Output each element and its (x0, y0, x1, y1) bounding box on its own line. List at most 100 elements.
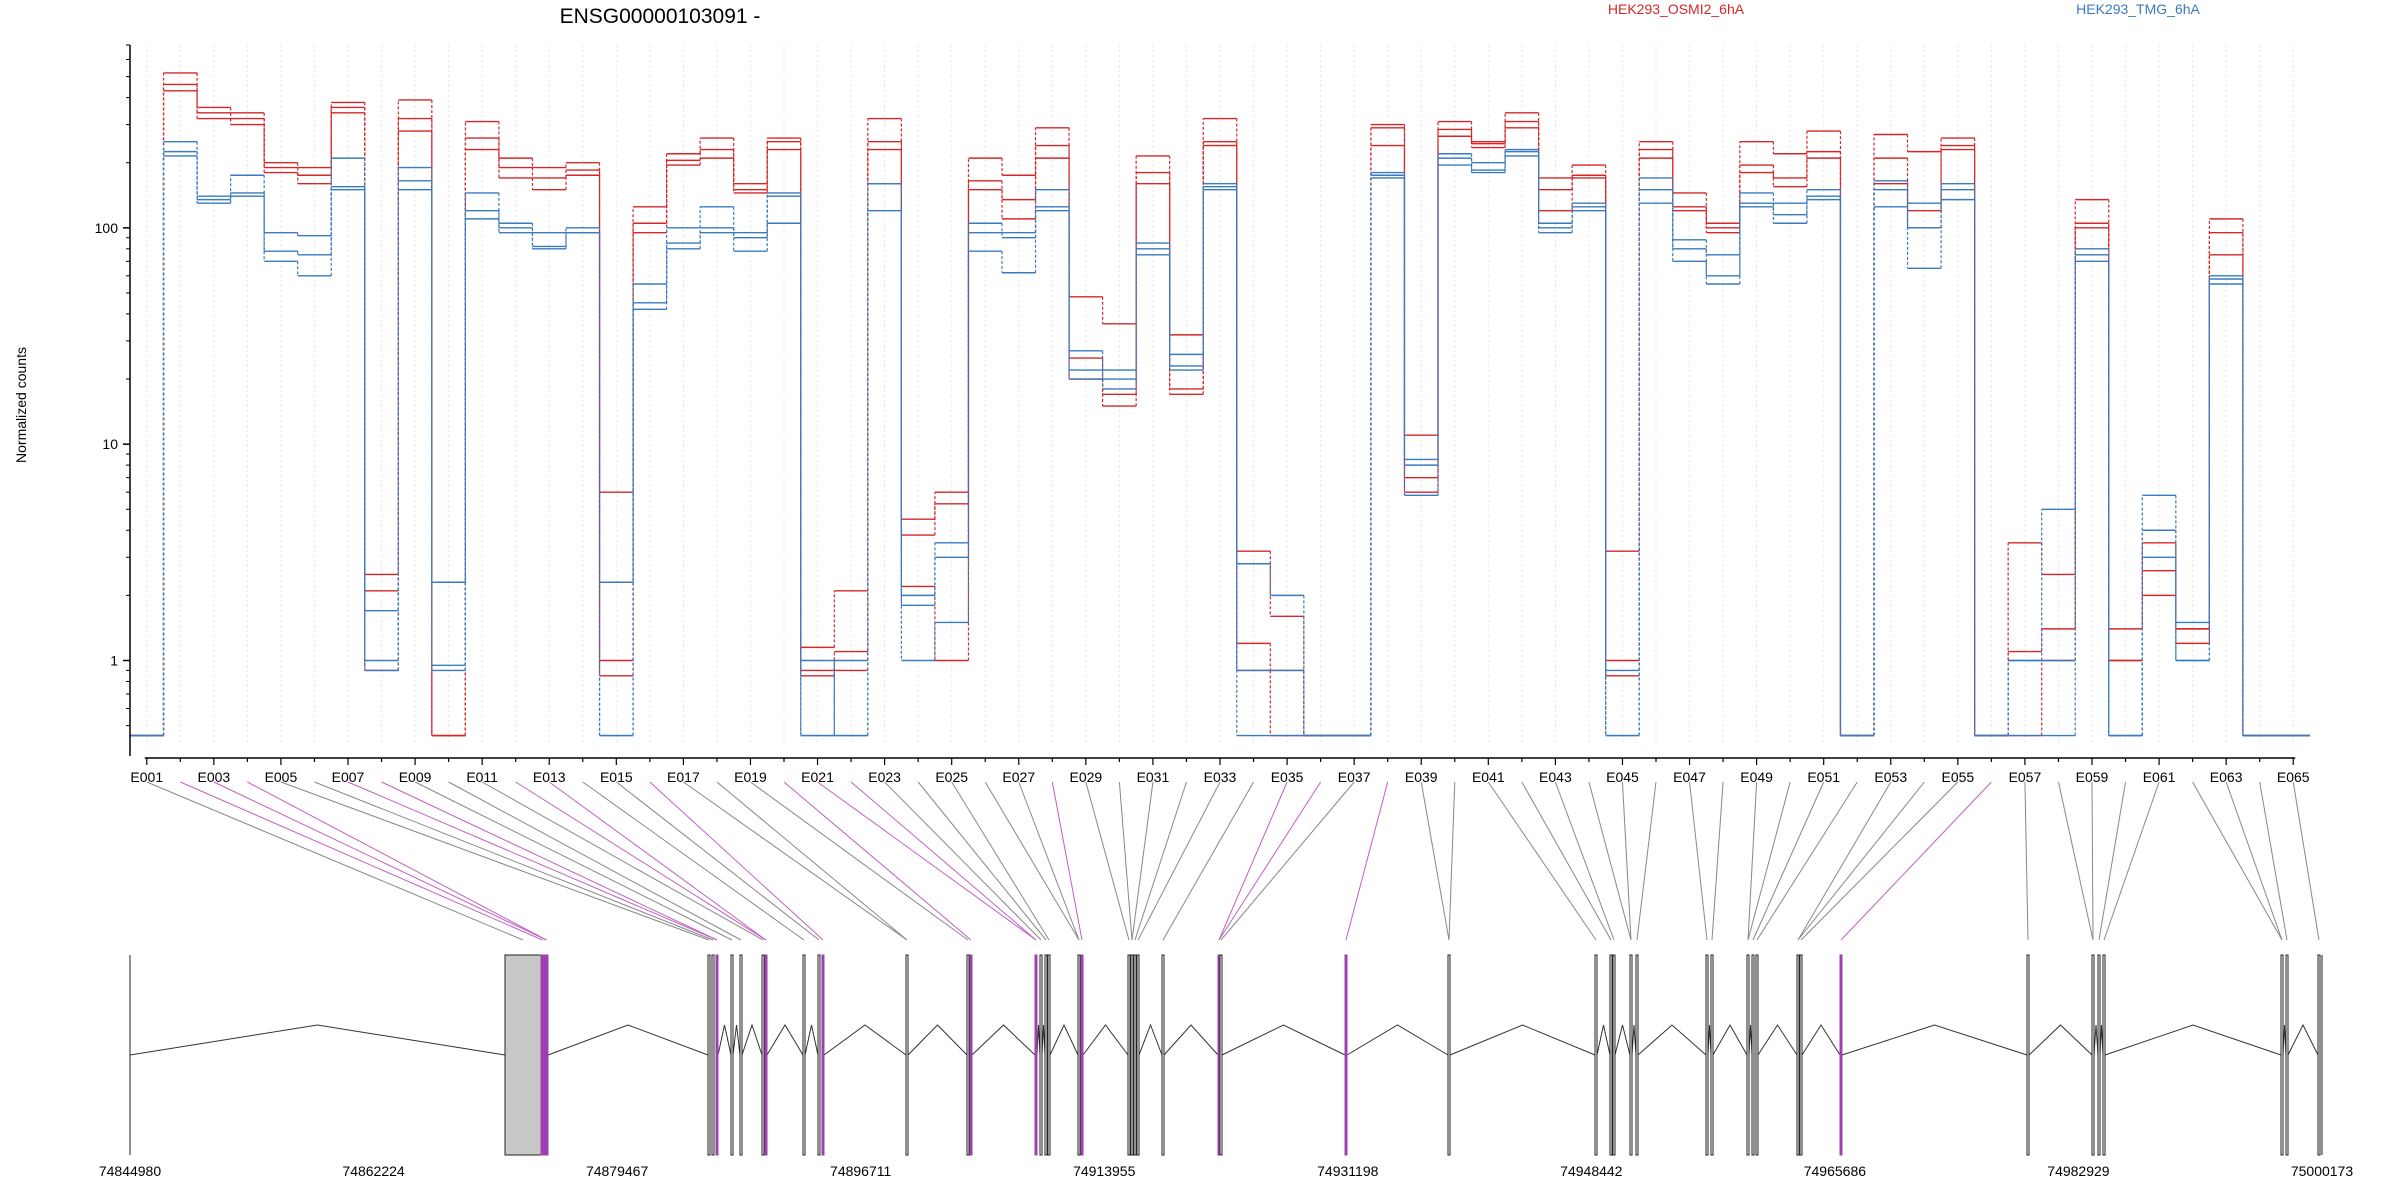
exon-box (1161, 954, 1165, 1156)
exon-connector (1487, 781, 1597, 941)
exon-box (802, 954, 806, 1156)
exon-connector (1131, 781, 1154, 941)
x-tick-label: E009 (399, 769, 432, 785)
exon-box (1629, 954, 1633, 1156)
exon-connector (582, 781, 805, 941)
x-tick-label: E045 (1606, 769, 1639, 785)
x-tick-label: E027 (1002, 769, 1035, 785)
intron-line (741, 1023, 763, 1056)
exon-box (1635, 954, 1639, 1156)
exon-box (2097, 954, 2101, 1156)
exon-connector (616, 781, 820, 941)
exon-connector (817, 781, 1037, 941)
exon-box (711, 954, 715, 1156)
series-lines (130, 72, 2310, 737)
exon-connector (1588, 781, 1632, 941)
x-tick-label: E021 (801, 769, 834, 785)
intron-line (1596, 1024, 1611, 1056)
intron-line (1801, 1024, 1841, 1056)
y-tick-label: 100 (95, 220, 119, 236)
x-tick-label: E057 (2009, 769, 2042, 785)
exon-connector (2057, 781, 2094, 941)
exon-box (1077, 954, 1081, 1156)
y-axis-label: Normalized counts (13, 347, 29, 463)
exon-connector (1420, 781, 1450, 941)
x-tick-label: E043 (1539, 769, 1572, 785)
exon-connector (1747, 781, 1791, 941)
exon-box (1839, 954, 1843, 1156)
exon-connector (1797, 781, 1925, 941)
exon-connector (2259, 781, 2288, 941)
exon-connector (180, 781, 543, 941)
legend-item-osmi2: HEK293_OSMI2_6hA (1608, 1, 1745, 17)
exon-connector (2098, 781, 2127, 941)
grid (146, 45, 2294, 742)
exon-connector (1689, 781, 1708, 941)
exon-connector (1218, 781, 1322, 941)
exon-box (2102, 954, 2106, 1156)
exon-connector (1218, 781, 1288, 941)
exon-connector (548, 781, 767, 941)
exon-connector (951, 781, 1050, 941)
exon-connector (1220, 781, 1355, 941)
exon-box (1047, 954, 1051, 1156)
intron-line (2287, 1023, 2319, 1056)
exon-connector (280, 781, 710, 941)
x-tick-label: E003 (197, 769, 230, 785)
exon-box (1609, 954, 1613, 1156)
exon-box (969, 954, 973, 1156)
genomic-axis-label: 74913955 (1073, 1163, 1136, 1179)
exon-box (1039, 954, 1043, 1156)
intron-line (2028, 1024, 2093, 1056)
exon-box (764, 954, 768, 1156)
exon-connector (213, 781, 547, 941)
intron-line (1163, 1024, 1219, 1056)
exon-connector (850, 781, 1037, 941)
exon-box (739, 954, 743, 1156)
exon-box (730, 954, 734, 1156)
x-tick-label: E023 (868, 769, 901, 785)
exon-box (1133, 954, 1137, 1156)
intron-line (1138, 1023, 1163, 1056)
exon-connector (1051, 781, 1083, 941)
exon-connector (481, 781, 764, 941)
exon-box (544, 954, 549, 1156)
exon-connector (683, 781, 908, 941)
x-tick-label: E025 (935, 769, 968, 785)
exon-connector (2292, 781, 2320, 941)
exon-box (504, 954, 542, 1156)
y-tick-label: 1 (110, 652, 118, 668)
intron-line (804, 1024, 819, 1056)
intron-line (823, 1024, 907, 1056)
intron-line (732, 1024, 741, 1056)
intron-line (2093, 1024, 2099, 1056)
exon-box (1130, 954, 1134, 1156)
exon-box (1080, 954, 1084, 1156)
exon-box (1705, 954, 1709, 1156)
exon-connector (649, 781, 824, 941)
intron-line (1757, 1024, 1798, 1056)
exon-connector (1752, 781, 1825, 941)
exon-connector (783, 781, 972, 941)
intron-line (1221, 1024, 1346, 1056)
x-tick-label: E039 (1405, 769, 1438, 785)
exon-connector (1797, 781, 1892, 941)
x-tick-label: E005 (265, 769, 298, 785)
exon-connector (448, 781, 742, 941)
exon-box (1044, 954, 1048, 1156)
genomic-axis-label: 75000173 (2291, 1163, 2354, 1179)
intron-line (1082, 1024, 1129, 1056)
intron-line (907, 1024, 968, 1056)
intron-line (129, 1024, 506, 1056)
exon-box (1746, 954, 1750, 1156)
exon-connector (716, 781, 908, 941)
y-tick-label: 10 (102, 436, 118, 452)
exon-box (540, 954, 545, 1156)
exon-connector (314, 781, 714, 941)
exon-connector (884, 781, 1042, 941)
exon-box (2285, 954, 2289, 1156)
x-tick-label: E031 (1137, 769, 1170, 785)
x-tick-label: E007 (332, 769, 365, 785)
exon-connector (515, 781, 767, 941)
